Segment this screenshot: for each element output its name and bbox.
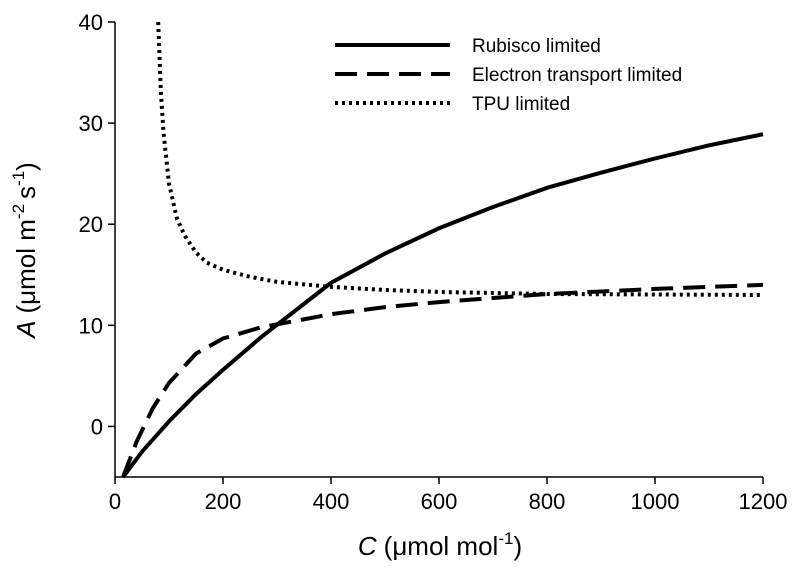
- x-label-close: ): [513, 531, 522, 561]
- y-label-unit2: s: [11, 186, 41, 199]
- y-tick-label: 10: [79, 313, 103, 338]
- legend-label: TPU limited: [472, 94, 570, 115]
- x-axis-label: C (μmol mol-1): [358, 529, 522, 561]
- x-tick-label: 400: [313, 489, 350, 514]
- y-tick-label: 0: [91, 414, 103, 439]
- series-line: [156, 21, 764, 297]
- legend-label: Rubisco limited: [472, 36, 601, 57]
- x-tick-label: 200: [205, 489, 242, 514]
- y-label-var: A: [11, 321, 41, 340]
- series-line: [121, 132, 764, 479]
- x-label-var: C: [358, 531, 377, 561]
- y-tick-label: 20: [79, 212, 103, 237]
- y-label-exp: -2: [9, 204, 28, 219]
- x-tick-label: 1000: [631, 489, 680, 514]
- series-line: [121, 282, 764, 478]
- y-label-close: ): [11, 162, 41, 171]
- y-tick-label: 30: [79, 111, 103, 136]
- x-tick-label: 0: [109, 489, 121, 514]
- y-label-exp2: -1: [9, 171, 28, 186]
- x-label-exp: -1: [498, 529, 513, 548]
- legend-label: Electron transport limited: [472, 65, 682, 86]
- x-tick-label: 600: [421, 489, 458, 514]
- y-label-unit: (μmol m: [11, 219, 41, 313]
- x-tick-label: 800: [529, 489, 566, 514]
- x-tick-label: 1200: [739, 489, 788, 514]
- y-tick-label: 40: [79, 10, 103, 35]
- y-axis-label: A (μmol m-2 s-1): [9, 162, 41, 340]
- x-label-unit: (μmol mol: [384, 531, 499, 561]
